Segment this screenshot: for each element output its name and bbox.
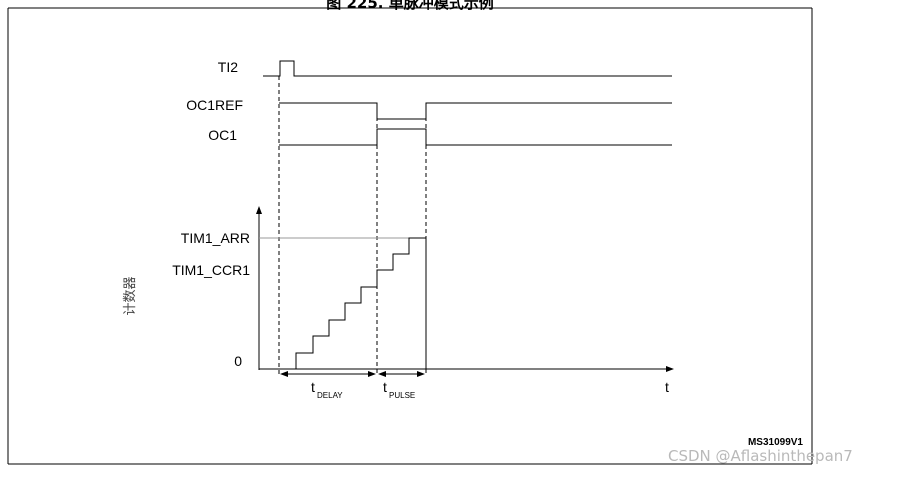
y-axis-arrow bbox=[256, 206, 262, 214]
ccr1-label: TIM1_CCR1 bbox=[172, 262, 250, 278]
ti2-waveform bbox=[263, 60, 672, 77]
y-axis-label: 计数器 bbox=[123, 276, 138, 315]
oc1-waveform bbox=[279, 128, 672, 146]
pulse-label-sub: PULSE bbox=[389, 391, 415, 400]
figure-id: MS31099V1 bbox=[748, 437, 803, 448]
x-axis-arrow bbox=[666, 366, 674, 372]
pulse-arrow-right bbox=[417, 371, 425, 377]
csdn-watermark: CSDN @Aflashinthepan7 bbox=[668, 447, 853, 465]
oc1ref-label: OC1REF bbox=[186, 97, 243, 113]
pulse-arrow-left bbox=[378, 371, 386, 377]
figure-title: 图 225. 单脉冲模式示例 bbox=[326, 0, 494, 12]
x-axis-label: t bbox=[665, 379, 669, 395]
arr-label: TIM1_ARR bbox=[181, 230, 250, 246]
pulse-label: t bbox=[383, 379, 387, 395]
delay-label: t bbox=[311, 379, 315, 395]
ti2-label: TI2 bbox=[218, 59, 238, 75]
counter-staircase bbox=[295, 237, 427, 369]
oc1-label: OC1 bbox=[208, 127, 237, 143]
zero-label: 0 bbox=[234, 353, 242, 369]
oc1ref-waveform bbox=[279, 102, 672, 120]
delay-arrow-left bbox=[280, 371, 288, 377]
delay-label-sub: DELAY bbox=[317, 391, 343, 400]
delay-arrow-right bbox=[368, 371, 376, 377]
